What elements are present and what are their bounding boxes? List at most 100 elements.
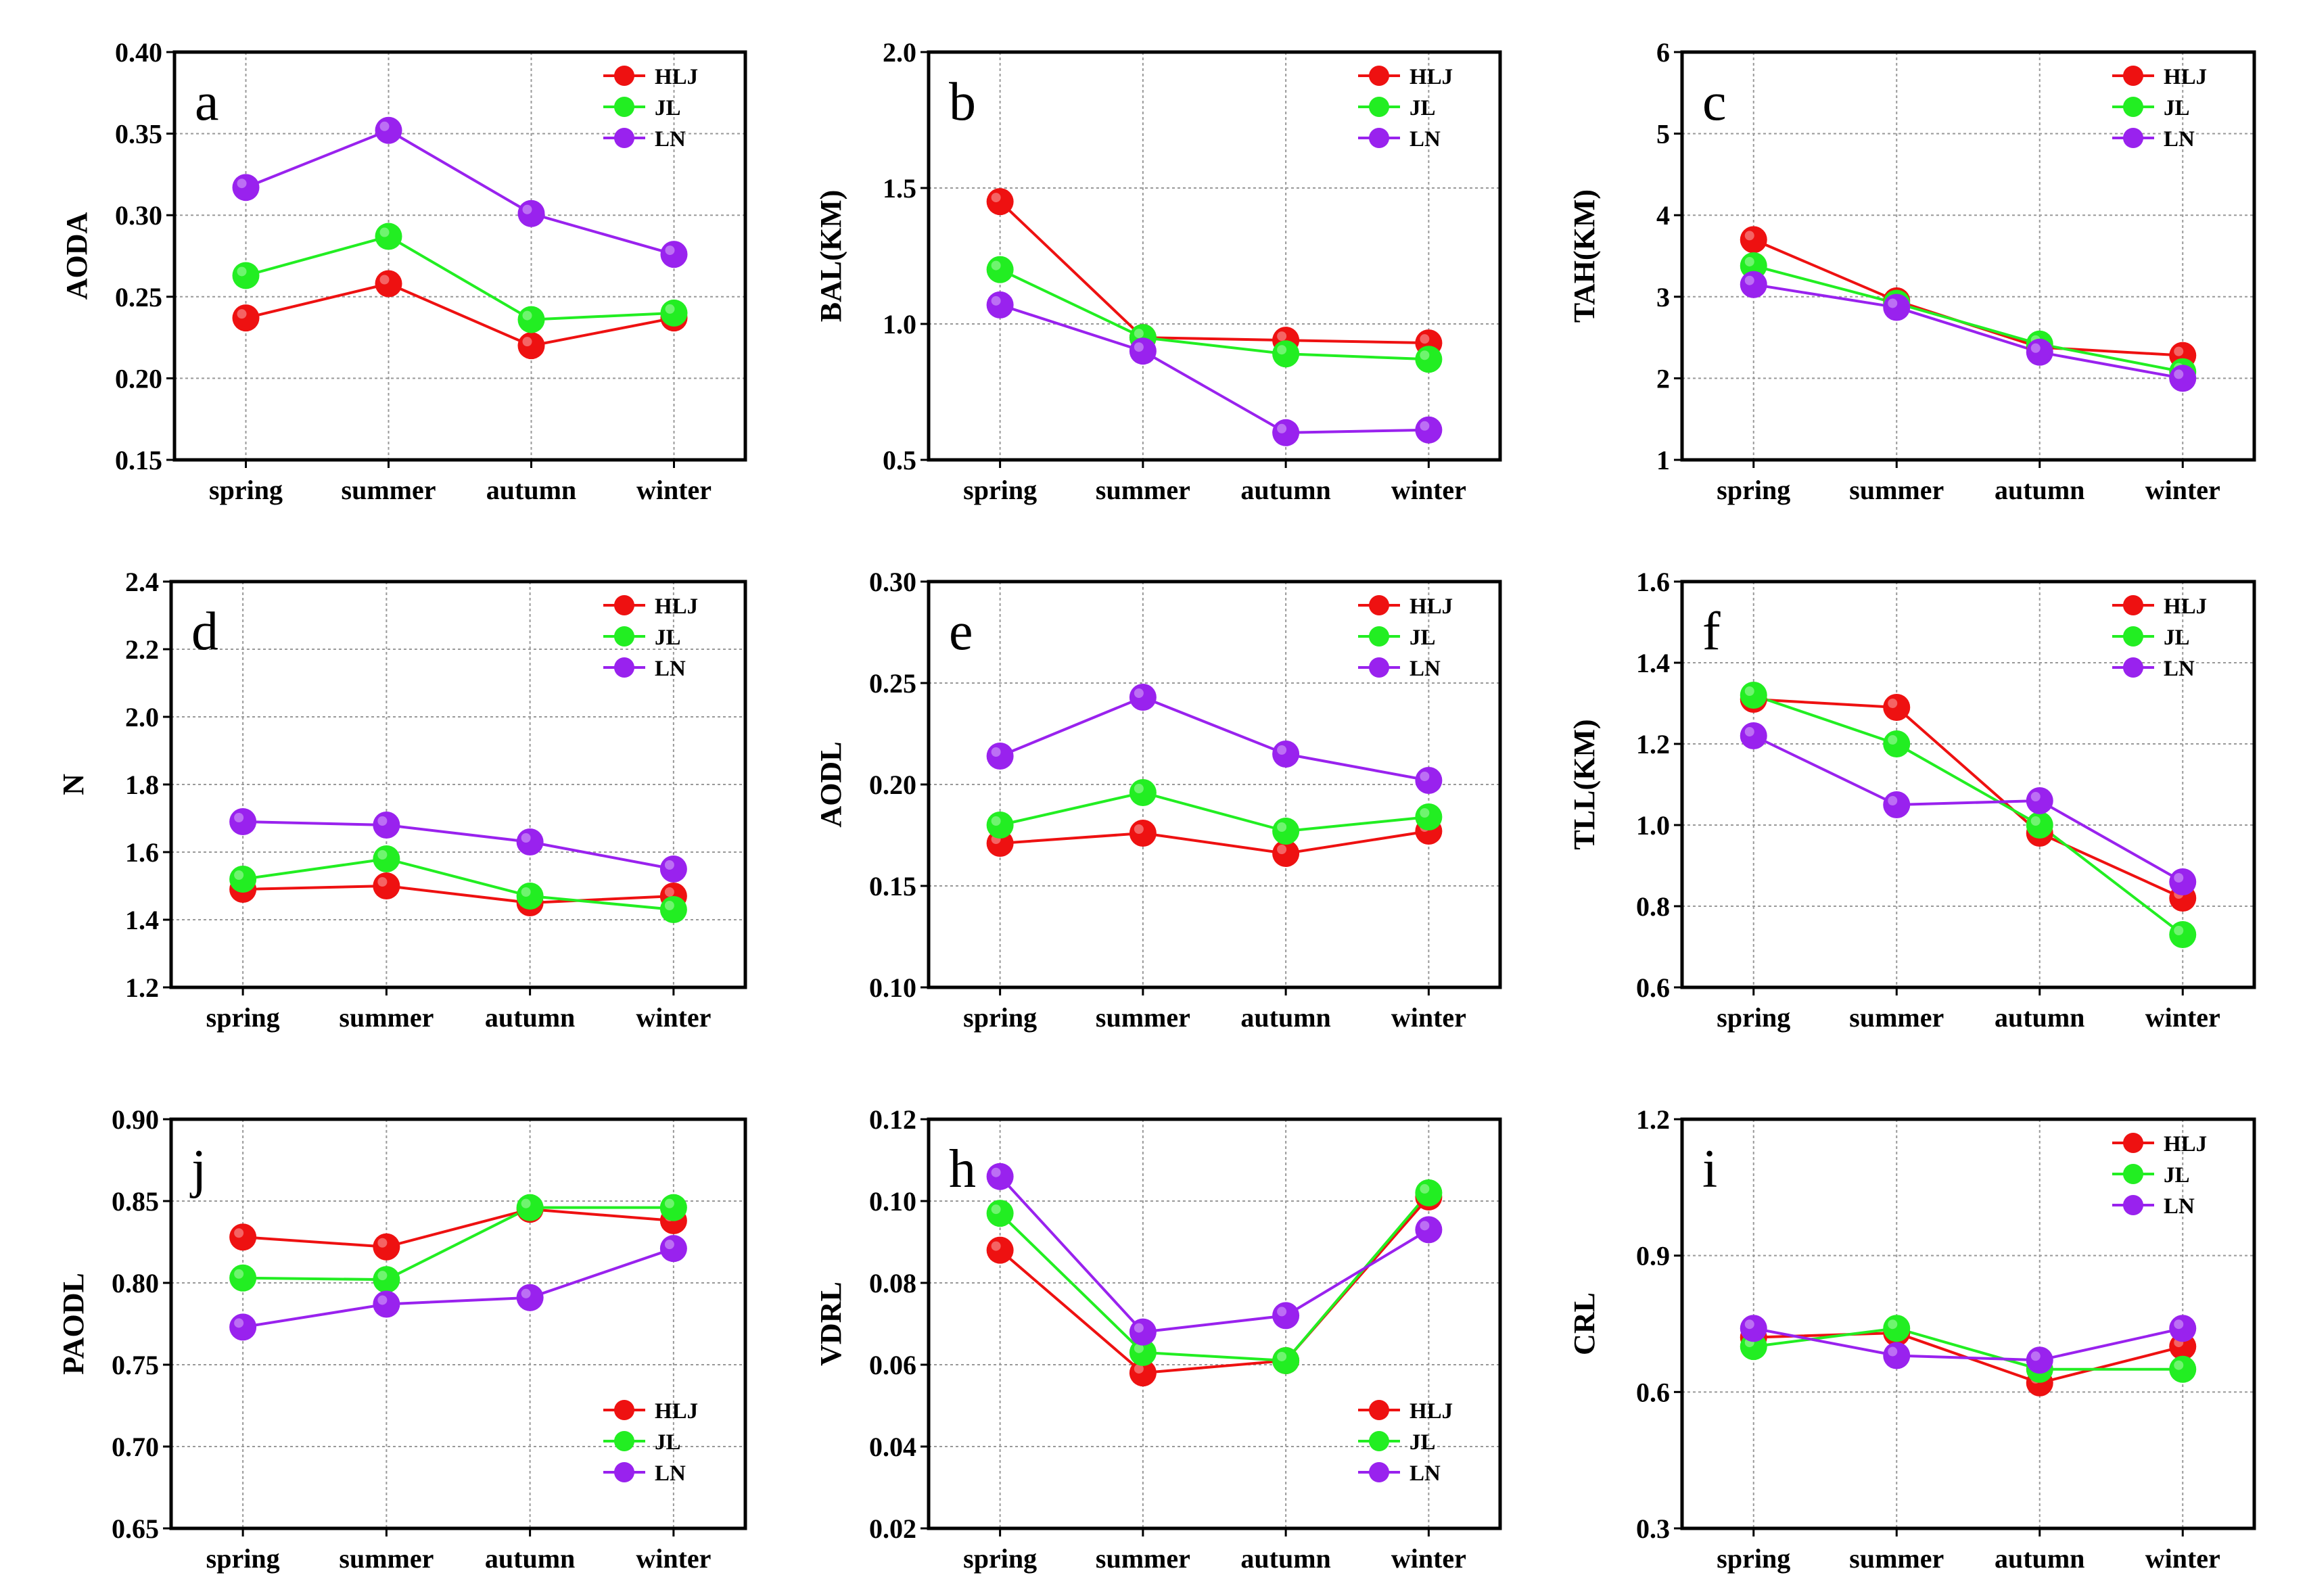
point-highlight (1277, 423, 1287, 433)
y-tick-label: 0.25 (869, 668, 916, 699)
legend-label-HLJ: HLJ (2164, 65, 2207, 89)
legend-marker-JL (614, 626, 634, 647)
legend-label-JL: JL (655, 626, 681, 650)
series-line-HLJ (243, 884, 674, 905)
y-tick-label: 1.0 (1636, 810, 1670, 841)
y-tick-label: 0.30 (869, 567, 916, 597)
panel-letter: d (191, 602, 218, 661)
x-tick-label: autumn (1240, 1002, 1330, 1033)
point-HLJ (1740, 226, 1767, 254)
series-line-LN (999, 1175, 1430, 1334)
series-line-LN (1000, 303, 1429, 434)
point-HLJ (229, 1223, 257, 1251)
point-highlight (521, 887, 531, 897)
point-LN (1740, 722, 1767, 749)
point-highlight (1277, 1307, 1287, 1317)
point-highlight (1744, 231, 1754, 241)
x-tick-label: winter (636, 475, 712, 505)
legend-marker-JL (614, 1431, 634, 1451)
legend-marker-LN (1369, 1462, 1389, 1482)
y-tick-label: 0.08 (869, 1268, 916, 1298)
point-HLJ (1129, 820, 1157, 847)
point-JL (1883, 1315, 1911, 1342)
x-tick-label: summer (339, 1543, 434, 1574)
point-LN (1272, 741, 1300, 768)
point-highlight (234, 1228, 244, 1238)
point-highlight (991, 816, 1001, 826)
y-axis-label: TAH(KM) (1568, 189, 1601, 323)
point-JL (2026, 812, 2053, 839)
point-LN (986, 743, 1014, 770)
point-highlight (2174, 1319, 2184, 1330)
point-highlight (234, 813, 244, 822)
panel-a: 0.15 0.20 0.25 0.30 0.35 0.40 spring summer autu… (60, 37, 747, 505)
point-highlight (2174, 346, 2184, 356)
point-highlight (2174, 1360, 2184, 1370)
y-tick-label: 1.6 (1636, 567, 1670, 597)
point-highlight (377, 850, 388, 860)
x-tick-label: spring (963, 475, 1037, 505)
point-highlight (1744, 256, 1754, 266)
plot-frame (172, 50, 747, 462)
y-axis-label: AODL (814, 741, 847, 827)
point-JL (986, 812, 1014, 839)
y-tick-label: 0.12 (869, 1104, 916, 1135)
y-axis-label: VDRL (814, 1282, 847, 1366)
series-line-HLJ (999, 200, 1429, 345)
x-tick-label: summer (1849, 475, 1944, 505)
point-highlight (2174, 926, 2184, 935)
point-highlight (1420, 350, 1430, 360)
legend-label-LN: LN (1409, 657, 1441, 681)
plot-frame (1680, 580, 2256, 989)
point-highlight (1134, 688, 1144, 698)
point-HLJ (373, 1233, 400, 1261)
y-tick-label: 0.20 (869, 770, 916, 800)
x-tick-label: spring (206, 1543, 280, 1574)
y-tick-label: 2 (1656, 363, 1670, 394)
y-tick-label: 0.75 (112, 1350, 159, 1380)
point-LN (1129, 1318, 1157, 1346)
legend-label-JL: JL (1409, 1430, 1436, 1455)
point-JL (1272, 818, 1300, 845)
point-LN (659, 855, 687, 883)
point-highlight (2030, 1351, 2041, 1361)
point-highlight (991, 296, 1001, 306)
x-tick-label: winter (636, 1002, 711, 1033)
y-axis-label: N (57, 774, 90, 795)
series-line-JL (1000, 791, 1429, 833)
point-JL (375, 222, 402, 250)
point-highlight (521, 833, 531, 843)
y-axis-label: BAL(KM) (814, 190, 847, 323)
point-highlight (665, 245, 675, 256)
point-LN (373, 812, 400, 839)
point-JL (2169, 1355, 2197, 1383)
y-tick-label: 0.80 (112, 1268, 159, 1298)
point-highlight (1888, 735, 1898, 745)
point-LN (2169, 365, 2197, 392)
point-JL (986, 1200, 1014, 1227)
plot-frame (927, 50, 1502, 462)
point-JL (2169, 921, 2197, 948)
point-highlight (1277, 745, 1287, 755)
point-highlight (1888, 796, 1898, 805)
y-tick-label: 0.35 (115, 119, 162, 149)
point-HLJ (1883, 694, 1911, 721)
x-tick-label: winter (2145, 475, 2220, 505)
y-tick-label: 0.25 (115, 282, 162, 312)
point-JL (1883, 730, 1911, 757)
y-axis-label: TLL(KM) (1568, 719, 1601, 849)
x-tick-label: winter (2145, 1002, 2220, 1033)
legend-marker-LN (2123, 657, 2143, 678)
point-highlight (1744, 727, 1754, 736)
plot-frame (1680, 50, 2256, 462)
y-tick-label: 0.9 (1636, 1241, 1670, 1271)
point-highlight (1134, 1323, 1144, 1333)
x-tick-label: autumn (1995, 475, 2084, 505)
point-highlight (665, 304, 675, 314)
y-tick-label: 0.65 (112, 1513, 159, 1544)
point-highlight (1134, 1343, 1144, 1353)
legend-label-JL: JL (2164, 626, 2190, 650)
point-highlight (2174, 369, 2184, 379)
legend-label-HLJ: HLJ (2164, 594, 2207, 619)
